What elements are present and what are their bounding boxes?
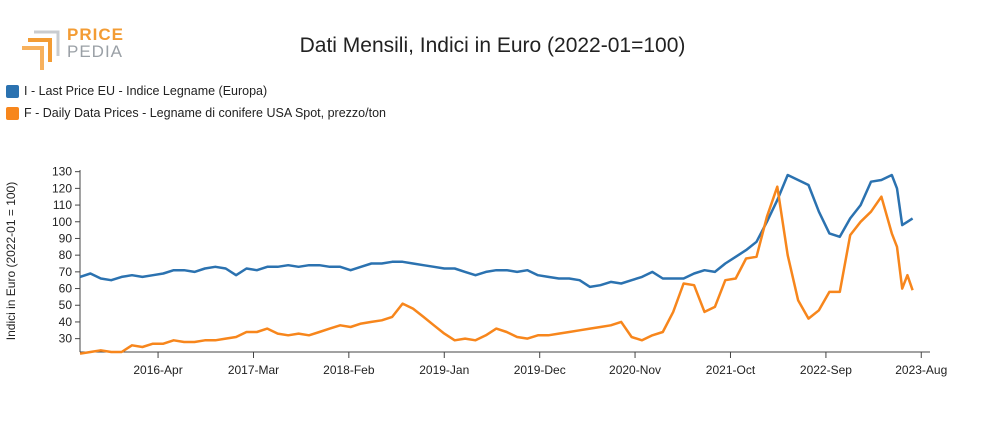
x-tick-label-8: 2023-Aug	[895, 363, 947, 377]
legend: I - Last Price EU - Indice Legname (Euro…	[6, 80, 386, 124]
y-tick-label-10: 130	[52, 165, 72, 179]
y-tick-label-2: 50	[59, 298, 73, 312]
logo-mark-icon	[22, 30, 60, 70]
x-tick-label-5: 2020-Nov	[609, 363, 661, 377]
y-tick-label-7: 100	[52, 215, 72, 229]
chart-title: Dati Mensili, Indici in Euro (2022-01=10…	[299, 34, 686, 57]
x-tick-label-1: 2017-Mar	[228, 363, 279, 377]
legend-item-series-1[interactable]: I - Last Price EU - Indice Legname (Euro…	[6, 80, 386, 102]
y-tick-label-3: 60	[59, 282, 73, 296]
logo-word-price: PRICE	[67, 25, 124, 44]
x-tick-label-3: 2019-Jan	[419, 363, 469, 377]
x-tick-label-6: 2021-Oct	[706, 363, 756, 377]
y-tick-label-5: 80	[59, 248, 73, 262]
legend-item-series-2[interactable]: F - Daily Data Prices - Legname di conif…	[6, 102, 386, 124]
legend-swatch-series-1	[6, 84, 19, 98]
series-line-2	[79, 185, 914, 355]
y-tick-label-9: 120	[52, 181, 72, 195]
y-tick-label-0: 30	[59, 332, 73, 346]
x-tick-label-7: 2022-Sep	[800, 363, 852, 377]
legend-label-series-2: F - Daily Data Prices - Legname di conif…	[24, 106, 386, 120]
legend-label-series-1: I - Last Price EU - Indice Legname (Euro…	[24, 84, 268, 98]
y-tick-label-8: 110	[53, 198, 72, 212]
x-tick-label-0: 2016-Apr	[133, 363, 182, 377]
pricepedia-logo: PRICE PEDIA	[20, 26, 130, 72]
legend-swatch-series-2	[6, 106, 19, 120]
y-axis-title: Indici in Euro (2022-01 = 100)	[4, 182, 18, 340]
y-tick-label-6: 90	[59, 231, 73, 245]
x-tick-label-4: 2019-Dec	[514, 363, 566, 377]
y-tick-label-4: 70	[59, 265, 73, 279]
x-tick-label-2: 2018-Feb	[323, 363, 375, 377]
logo-word-pedia: PEDIA	[67, 42, 124, 61]
series-line-1	[79, 173, 914, 289]
y-tick-label-1: 40	[59, 315, 73, 329]
